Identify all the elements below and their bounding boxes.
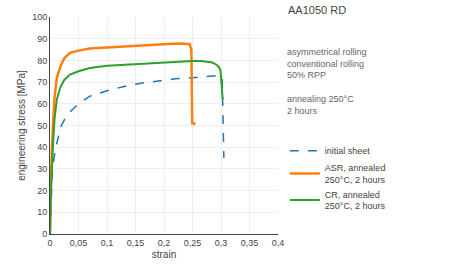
svg-text:80: 80 — [37, 56, 47, 66]
svg-text:CR, annealed250°C, 2 hours: CR, annealed250°C, 2 hours — [325, 190, 386, 212]
svg-text:0,05: 0,05 — [70, 238, 88, 248]
svg-text:0: 0 — [47, 238, 52, 248]
svg-text:0,4: 0,4 — [272, 238, 285, 248]
svg-text:0: 0 — [42, 229, 47, 239]
svg-text:20: 20 — [37, 186, 47, 196]
svg-text:50: 50 — [37, 121, 47, 131]
svg-text:ASR, annealed250°C, 2 hours: ASR, annealed250°C, 2 hours — [325, 163, 386, 185]
svg-text:AA1050 RD: AA1050 RD — [288, 4, 346, 16]
svg-text:strain: strain — [152, 249, 176, 260]
svg-text:90: 90 — [37, 34, 47, 44]
svg-text:0,2: 0,2 — [158, 238, 171, 248]
svg-text:0,1: 0,1 — [101, 238, 114, 248]
svg-text:0,35: 0,35 — [241, 238, 259, 248]
svg-text:0,3: 0,3 — [215, 238, 228, 248]
svg-text:60: 60 — [37, 99, 47, 109]
svg-text:engineering stress [MPa]: engineering stress [MPa] — [16, 70, 27, 181]
svg-text:0,15: 0,15 — [127, 238, 145, 248]
svg-text:70: 70 — [37, 77, 47, 87]
svg-text:100: 100 — [32, 12, 47, 22]
svg-text:0,25: 0,25 — [184, 238, 202, 248]
svg-text:40: 40 — [37, 142, 47, 152]
svg-text:initial sheet: initial sheet — [325, 146, 371, 156]
svg-text:30: 30 — [37, 164, 47, 174]
svg-text:10: 10 — [37, 207, 47, 217]
svg-text:asymmetrical rollingconvention: asymmetrical rollingconventional rolling… — [287, 47, 367, 116]
